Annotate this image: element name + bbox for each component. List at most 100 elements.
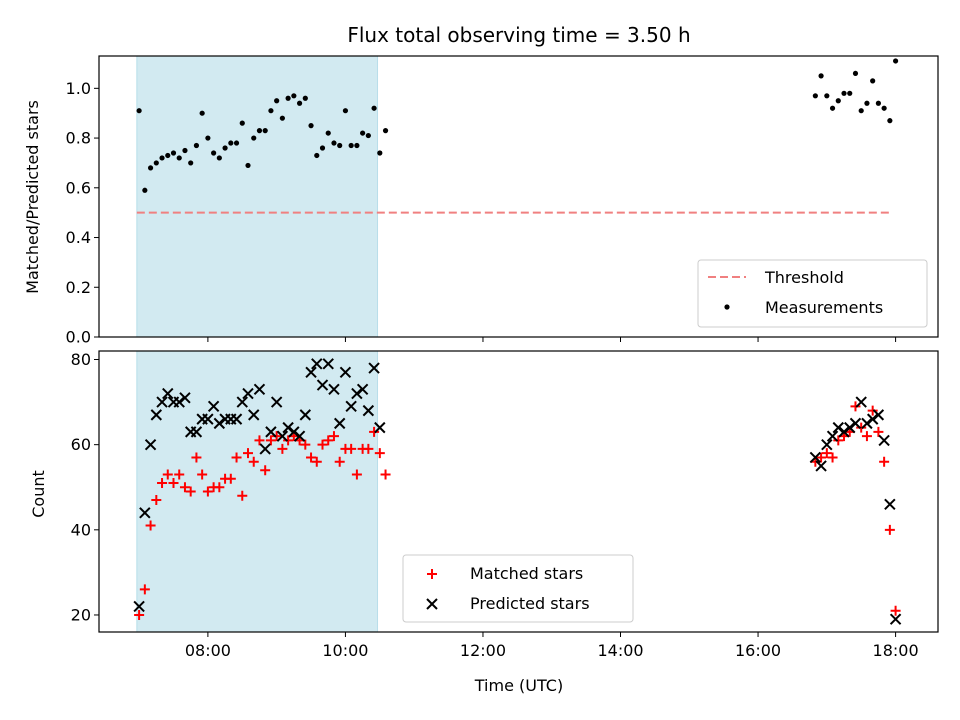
matched-stars-point (162, 469, 173, 480)
predicted-stars-point (311, 358, 323, 370)
count-x-tick-label: 12:00 (460, 641, 506, 660)
measurement-point (165, 152, 171, 159)
matched-stars-point (283, 435, 294, 446)
ratio-y-tick-label: 0.2 (66, 278, 91, 297)
matched-stars-point (380, 469, 391, 480)
matched-stars-point (168, 477, 179, 488)
count-y-tick-label: 80 (71, 350, 91, 369)
legend-matched-swatch (427, 569, 437, 579)
measurement-point (331, 140, 337, 146)
matched-stars-point (197, 469, 208, 480)
measurement-point (342, 108, 349, 114)
measurement-point (319, 145, 326, 151)
ratio-observing-window-shade (136, 55, 379, 338)
measurement-point (205, 135, 211, 141)
ratio-y-tick-label: 0.6 (66, 178, 91, 197)
predicted-stars-point (872, 409, 885, 421)
measurement-point (268, 108, 274, 114)
predicted-stars-point (173, 396, 185, 408)
predicted-stars-point (855, 396, 867, 408)
chart-title: Flux total observing time = 3.50 h (347, 23, 690, 47)
measurement-point (308, 123, 314, 129)
count-panel: 20 40 60 80 08:00 10:00 12:00 14:00 16:00 18:00 Ma… (71, 350, 939, 660)
predicted-stars-point (884, 498, 896, 510)
measurement-point (377, 150, 383, 156)
measurement-point (824, 93, 830, 99)
matched-stars-point (306, 452, 317, 463)
matched-stars-point (369, 426, 380, 437)
predicted-stars-point (190, 426, 203, 438)
predicted-stars-point (282, 421, 294, 434)
count-legend-box (402, 554, 634, 623)
predicted-stars-point (276, 430, 289, 442)
matched-stars-point (225, 473, 236, 484)
matched-stars-point (311, 456, 322, 467)
matched-stars-point (363, 443, 374, 454)
measurement-point (818, 73, 824, 79)
matched-stars-point (243, 448, 254, 459)
predicted-stars-point (339, 366, 352, 378)
predicted-stars-point (259, 443, 271, 455)
matched-stars-point (328, 431, 339, 442)
matched-stars-point (237, 490, 248, 501)
measurement-point (852, 70, 859, 77)
measurement-point (858, 108, 864, 114)
measurement-point (325, 130, 331, 136)
matched-stars-point (867, 405, 878, 416)
predicted-stars-point (866, 413, 879, 425)
legend-predicted-label: Predicted stars (470, 594, 590, 613)
matched-stars-point (317, 439, 328, 450)
measurement-point (892, 58, 899, 64)
measurement-point (812, 93, 818, 99)
predicted-stars-point (305, 366, 317, 378)
matched-stars-point (139, 584, 150, 595)
ratio-y-tick-label: 1.0 (66, 79, 91, 98)
measurement-point (829, 105, 836, 111)
matched-stars-point (351, 469, 362, 480)
matched-stars-point (346, 443, 357, 454)
measurement-point (193, 142, 200, 149)
measurement-point (285, 95, 291, 101)
count-x-tick-label: 16:00 (735, 641, 781, 660)
count-y-tick-label: 20 (71, 605, 91, 624)
predicted-stars-point (133, 600, 145, 613)
measurement-point (170, 150, 177, 156)
measurement-point (222, 145, 228, 151)
count-observing-window-shade (136, 350, 379, 633)
ratio-y-tick-label: 0.0 (66, 328, 91, 347)
predicted-stars-point (270, 396, 283, 408)
matched-stars-point (884, 524, 895, 535)
measurement-point (182, 147, 188, 154)
matched-stars-point (323, 435, 334, 446)
ratio-axes-frame (98, 55, 939, 338)
predicted-stars-point (374, 421, 386, 434)
measurement-point (291, 93, 297, 99)
matched-stars-point (202, 486, 213, 497)
predicted-stars-point (362, 404, 375, 417)
matched-stars-point (821, 448, 832, 459)
predicted-stars-point (288, 426, 300, 438)
matched-stars-point (248, 456, 259, 467)
matched-stars-point (254, 435, 265, 446)
count-x-tick-label: 14:00 (597, 641, 643, 660)
predicted-stars-point (150, 409, 163, 421)
measurement-point (365, 132, 371, 139)
matched-stars-point (265, 435, 276, 446)
measurement-point (199, 110, 205, 116)
measurement-point (233, 140, 240, 146)
count-y-tick-label: 60 (71, 435, 91, 454)
measurement-point (302, 95, 308, 101)
matched-stars-point (827, 452, 838, 463)
measurement-point (159, 155, 165, 161)
matched-stars-point (179, 482, 190, 493)
measurement-point (314, 152, 320, 159)
matched-stars-point (185, 486, 196, 497)
predicted-stars-point (213, 417, 226, 430)
legend-measurements-label: Measurements (765, 298, 883, 317)
ratio-legend-box (697, 259, 928, 328)
measurement-point (337, 142, 343, 149)
measurement-point (887, 118, 893, 124)
predicted-stars-point (878, 434, 890, 447)
predicted-stars-point (345, 400, 357, 413)
